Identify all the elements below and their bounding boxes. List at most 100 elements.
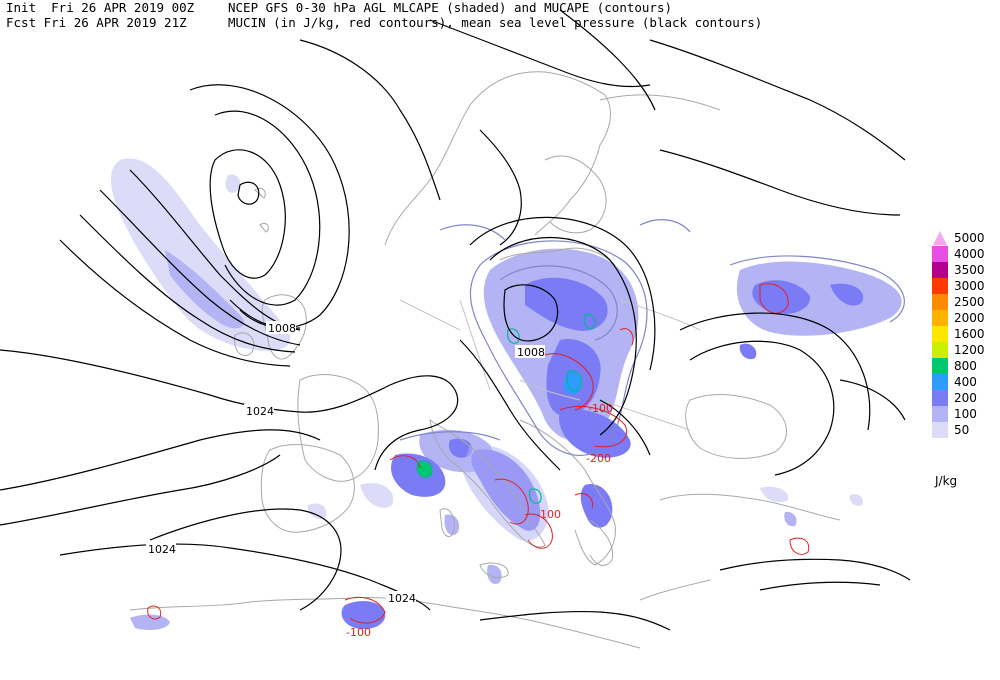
- legend-swatch: [932, 342, 948, 358]
- isobar-low-2: [209, 149, 286, 279]
- cape-region-black-sea: [739, 343, 757, 360]
- isobar-south-east-2: [759, 581, 881, 591]
- legend-label: 400: [954, 375, 977, 389]
- legend-label: 50: [954, 423, 970, 437]
- isobar-north-scand: [299, 39, 441, 201]
- mlcape-shading: [110, 158, 902, 630]
- isobar-1024-west: [0, 349, 459, 471]
- coast-russia-north: [599, 94, 721, 111]
- isobar-north-scand-2: [479, 129, 522, 246]
- legend-label: 3500: [954, 263, 985, 277]
- legend-item: 1200: [930, 342, 1000, 358]
- cape-region-russia-east: [830, 283, 864, 306]
- legend-item: 100: [930, 406, 1000, 422]
- mucape-high-3: [583, 313, 596, 329]
- coast-black-sea: [685, 394, 787, 459]
- weather-map: 1008 1008 1024 1024 1024 -100 -200 -100 …: [0, 9, 911, 649]
- cin-contour-6: [759, 283, 789, 314]
- legend-item: 50: [930, 422, 1000, 438]
- legend-arrow-icon: [933, 231, 947, 245]
- coast-turkey: [659, 493, 841, 521]
- isobar-1024-south: [59, 543, 431, 611]
- mucape-contours: [399, 219, 905, 456]
- coast-finland: [544, 155, 607, 234]
- cape-region-adriatic-edge: [462, 444, 549, 541]
- isobar-label-1008-central: 1008: [517, 346, 545, 359]
- coastlines: [129, 71, 841, 649]
- legend-swatch: [932, 422, 948, 438]
- isobar-1024-iberia: [149, 508, 342, 611]
- mucape-contour-2: [499, 265, 618, 341]
- legend-swatch: [932, 262, 948, 278]
- isobar-low-3: [214, 110, 321, 306]
- coast-greece: [589, 519, 614, 566]
- legend-swatch: [932, 278, 948, 294]
- legend-item: 1600: [930, 326, 1000, 342]
- coast-balkans: [519, 419, 616, 566]
- legend-item: 5000: [930, 230, 1000, 246]
- legend-label: 100: [954, 407, 977, 421]
- cin-label-italy: -100: [536, 508, 561, 521]
- cin-contour-9: [789, 537, 810, 555]
- cape-region-corsica-hot: [417, 461, 432, 478]
- coast-sicily: [479, 562, 509, 578]
- legend-swatch: [932, 374, 948, 390]
- legend-label: 3000: [954, 279, 985, 293]
- coast-north-africa: [129, 596, 641, 649]
- legend-swatch: [932, 326, 948, 342]
- legend-label: 2000: [954, 311, 985, 325]
- legend-item: 2500: [930, 294, 1000, 310]
- isobar-russia-north: [659, 149, 901, 216]
- isobar-north-right: [649, 39, 906, 161]
- legend-label: 200: [954, 391, 977, 405]
- cape-region-far-east: [849, 494, 864, 506]
- legend-item: 4000: [930, 246, 1000, 262]
- isobar-central-2: [469, 216, 656, 371]
- cape-region-morocco: [130, 614, 170, 630]
- mucape-contour-3: [439, 224, 506, 241]
- legend-swatch: [932, 406, 948, 422]
- mucape-contour-6: [639, 219, 691, 233]
- isobar-central-1: [489, 237, 637, 436]
- legend-label: 4000: [954, 247, 985, 261]
- legend-label: 1200: [954, 343, 985, 357]
- isobar-low-5: [129, 169, 301, 331]
- isobar-east-high-2: [679, 312, 871, 431]
- legend-swatch: [932, 246, 948, 262]
- coast-norway-islands: [254, 187, 269, 233]
- coast-uk: [261, 294, 307, 360]
- cape-region-atlantic-core: [165, 250, 245, 329]
- cin-label-greece: -200: [586, 452, 611, 465]
- legend-item: 2000: [930, 310, 1000, 326]
- legend-swatch: [932, 294, 948, 310]
- legend-label: 1600: [954, 327, 985, 341]
- cape-region-corsica: [391, 453, 446, 497]
- cin-labels: -100 -200 -100 -100: [346, 402, 613, 639]
- cin-contour-11: [574, 493, 594, 509]
- chart-title: NCEP GFS 0-30 hPa AGL MLCAPE (shaded) an…: [228, 0, 673, 15]
- isobar-label-1024-west: 1024: [246, 405, 274, 418]
- isobar-1020-sw: [0, 454, 281, 526]
- isobar-labels: 1008 1008 1024 1024 1024: [146, 321, 545, 605]
- mucape-high-contours: [416, 313, 596, 504]
- isobar-balkan: [599, 399, 651, 456]
- mucin-contours: [147, 283, 810, 624]
- mucape-contour-4: [729, 255, 905, 323]
- legend-item: 3500: [930, 262, 1000, 278]
- cape-region-norway: [225, 174, 241, 193]
- cape-region-russia-core: [752, 280, 811, 315]
- legend-item: 800: [930, 358, 1000, 374]
- legend-item: 3000: [930, 278, 1000, 294]
- mucape-high-2: [566, 370, 582, 392]
- cape-region-atlantic: [110, 158, 291, 351]
- legend-swatch: [932, 390, 948, 406]
- legend-item: 400: [930, 374, 1000, 390]
- legend-label: 800: [954, 359, 977, 373]
- isobar-arctic: [559, 9, 656, 111]
- mucape-contour-5: [399, 431, 501, 441]
- mucape-contour-1: [469, 240, 648, 456]
- cin-label-tunisia: -100: [346, 626, 371, 639]
- coast-iberia: [260, 444, 355, 533]
- coast-sardinia: [439, 508, 455, 537]
- init-time-label: Init Fri 26 APR 2019 00Z: [6, 0, 195, 15]
